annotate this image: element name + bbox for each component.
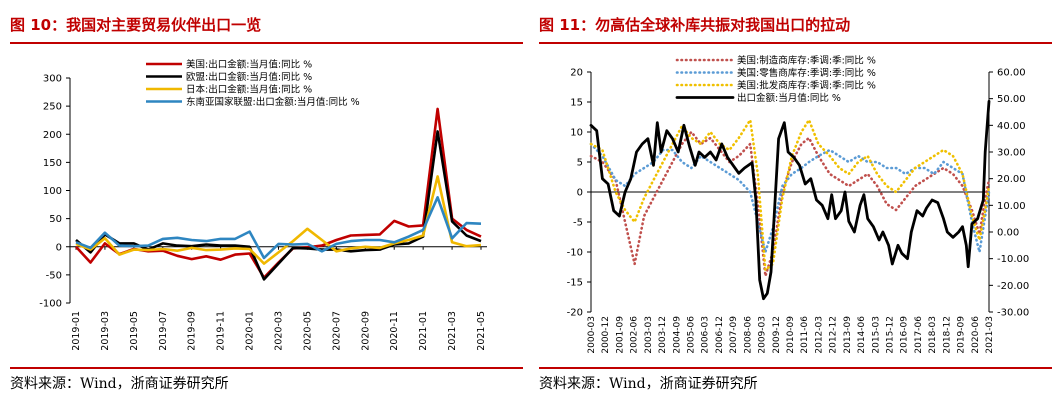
left-source-rule: [10, 367, 523, 369]
right-chart-x-tick-label: 2000-03: [587, 316, 597, 354]
right-chart-left-tick-label: -10: [567, 248, 583, 259]
right-chart-right-tick-label: 60.00: [997, 68, 1026, 79]
left-title-rule: [10, 42, 523, 44]
right-chart-x-tick-label: 2006-12: [715, 316, 725, 354]
left-y-tick-label: 250: [43, 102, 62, 113]
right-chart-x-tick-label: 2009-03: [758, 316, 768, 354]
right-figure-title: 图 11：勿高估全球补库共振对我国出口的拉动: [539, 16, 851, 34]
right-chart-left-tick-label: -5: [573, 218, 583, 229]
right-chart-right-tick-label: -10.00: [997, 254, 1029, 265]
right-chart-x-tick-label: 2017-06: [914, 316, 924, 354]
left-x-tick-label: 2019-11: [216, 311, 227, 351]
right-chart-right-tick-label: -20.00: [997, 281, 1029, 292]
right-chart-x-tick-label: 2012-12: [829, 316, 839, 354]
left-figure-panel: 图 10：我国对主要贸易伙伴出口一览 300 250 200 150 100 50 0 -50…: [10, 16, 523, 392]
left-x-tick-label: 2019-01: [71, 311, 82, 351]
left-x-tick-label: 2019-05: [129, 311, 140, 351]
right-chart-x-tick-label: 2009-12: [772, 316, 782, 354]
right-chart-x-tick-label: 2008-06: [743, 316, 753, 354]
right-chart-left-tick-label: 10: [570, 128, 583, 139]
right-legend-label: 美国:制造商库存:季调:季:同比 %: [737, 55, 876, 67]
left-y-tick-label: 100: [43, 186, 62, 197]
right-chart-x-tick-label: 2018-03: [928, 316, 938, 354]
right-chart-left-tick-label: 20: [570, 68, 583, 79]
right-chart-x-tick-label: 2005-06: [687, 316, 697, 354]
left-y-tick-label: 0: [56, 242, 62, 253]
right-series-line-1: [589, 130, 991, 278]
right-chart-x-tick-label: 2015-03: [871, 316, 881, 354]
right-chart-x-tick-label: 2012-03: [814, 316, 824, 354]
left-series-line-2: [75, 130, 482, 281]
right-chart-right-tick-label: 30.00: [997, 148, 1026, 159]
right-chart-x-tick-label: 2020-06: [971, 316, 981, 354]
right-legend-label: 美国:零售商库存:季调:季:同比 %: [737, 67, 876, 79]
right-chart-left-tick-label: 5: [577, 158, 583, 169]
right-chart-left-tick-label: -20: [567, 308, 583, 319]
right-chart-x-tick-label: 2003-03: [644, 316, 654, 354]
right-chart-right-tick-label: 40.00: [997, 121, 1026, 132]
right-title-rule: [539, 42, 1052, 44]
left-legend-label: 美国:出口金额:当月值:同比 %: [186, 59, 312, 71]
right-series-line-2: [589, 142, 991, 254]
right-chart-x-tick-label: 2019-09: [957, 316, 967, 354]
left-x-tick-label: 2021-05: [476, 311, 487, 351]
right-chart-x-tick-label: 2016-09: [900, 316, 910, 354]
left-x-tick-label: 2020-03: [274, 311, 285, 351]
left-y-tick-label: 50: [49, 214, 62, 225]
left-x-tick-label: 2019-07: [158, 311, 169, 351]
right-chart-x-tick-label: 2011-06: [800, 316, 810, 354]
right-chart-left-tick-label: 15: [570, 98, 583, 109]
left-y-tick-label: -50: [46, 270, 62, 281]
right-chart-x-tick-label: 2021-03: [985, 316, 995, 354]
right-chart-x-tick-label: 2006-03: [701, 316, 711, 354]
right-chart-left-tick-label: 0: [577, 188, 583, 199]
left-legend-label: 欧盟:出口金额:当月值:同比 %: [186, 71, 312, 83]
left-y-tick-label: 200: [43, 130, 62, 141]
left-x-tick-label: 2021-03: [447, 311, 458, 351]
left-chart-svg: 300 250 200 150 100 50 0 -50 -100 2019-01 2019-03 2…: [39, 59, 487, 351]
left-series-line-4: [75, 196, 482, 260]
left-x-tick-label: 2020-01: [245, 311, 256, 351]
right-chart-right-tick-label: 50.00: [997, 94, 1026, 105]
right-chart-x-tick-label: 2007-09: [729, 316, 739, 354]
right-series-line-4: [589, 99, 991, 301]
left-y-tick-label: 300: [43, 74, 62, 85]
right-chart-right-tick-label: 0.00: [997, 228, 1019, 239]
right-source-rule: [539, 367, 1052, 369]
right-figure-panel: 图 11：勿高估全球补库共振对我国出口的拉动 20 15 10 5 0 -5 -10 -15 -…: [529, 0, 1058, 401]
right-series-line-3: [589, 118, 991, 272]
left-x-tick-label: 2020-07: [331, 311, 342, 351]
left-x-tick-label: 2019-09: [187, 311, 198, 351]
left-x-tick-label: 2020-09: [360, 311, 371, 351]
right-chart-x-tick-label: 2014-06: [857, 316, 867, 354]
right-source-note: 资料来源：Wind，浙商证券研究所: [539, 376, 758, 392]
left-legend-label: 东南亚国家联盟:出口金额:当月值:同比 %: [186, 96, 360, 108]
right-chart-x-tick-label: 2003-12: [658, 316, 668, 354]
right-chart-x-tick-label: 2000-12: [601, 316, 611, 354]
left-legend-label: 日本:出口金额:当月值:同比 %: [186, 84, 312, 96]
right-chart-x-tick-label: 2001-09: [615, 316, 625, 354]
right-chart-x-tick-label: 2010-09: [786, 316, 796, 354]
left-x-tick-label: 2019-03: [100, 311, 111, 351]
right-chart-right-tick-label: 20.00: [997, 174, 1026, 185]
left-x-tick-label: 2021-01: [418, 311, 429, 351]
right-chart-right-tick-label: 10.00: [997, 201, 1026, 212]
right-chart-x-tick-label: 2002-06: [630, 316, 640, 354]
left-y-tick-label: 150: [43, 158, 62, 169]
left-source-note: 资料来源：Wind，浙商证券研究所: [10, 376, 229, 392]
left-series-line-3: [75, 175, 482, 265]
left-x-tick-label: 2020-11: [389, 311, 400, 351]
left-figure-title: 图 10：我国对主要贸易伙伴出口一览: [10, 16, 262, 34]
right-chart-x-tick-label: 2004-09: [672, 316, 682, 354]
left-y-tick-label: -100: [39, 299, 62, 310]
right-chart-left-tick-label: -15: [567, 278, 583, 289]
right-legend-label: 美国:批发商库存:季调:季:同比 %: [737, 80, 876, 92]
right-chart-svg: 20 15 10 5 0 -5 -10 -15 -20 60.00 50.00 40.00 30.00 2…: [567, 55, 1030, 354]
left-x-tick-label: 2020-05: [302, 311, 313, 351]
right-chart-x-tick-label: 2013-09: [843, 316, 853, 354]
right-chart-right-tick-label: -30.00: [997, 308, 1029, 319]
right-legend-label: 出口金额:当月值:同比 %: [737, 92, 841, 104]
right-chart-x-tick-label: 2015-12: [886, 316, 896, 354]
right-chart-x-tick-label: 2018-12: [942, 316, 952, 354]
